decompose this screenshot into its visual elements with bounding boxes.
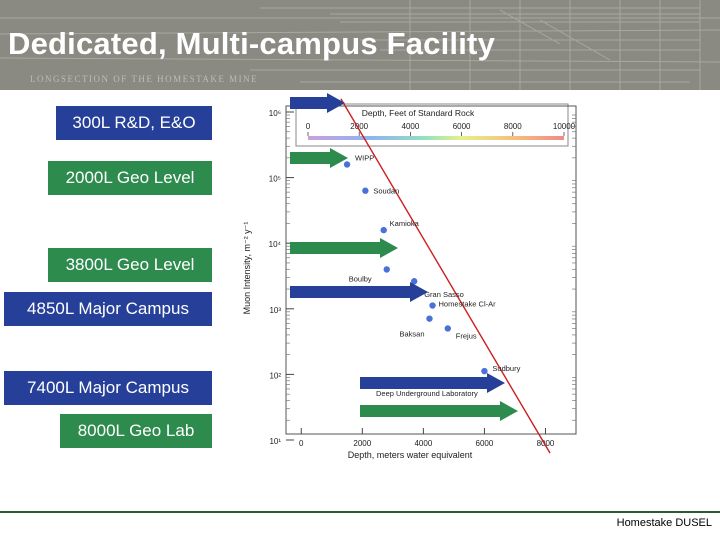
level-label-300l: 300L R&D, E&O [56,106,212,140]
x-axis-title: Depth, meters water equivalent [348,450,473,460]
page-title: Dedicated, Multi-campus Facility [8,26,496,61]
footer-text: Homestake DUSEL [616,517,712,529]
level-label-7400l: 7400L Major Campus [4,371,212,405]
top-axis-title: Depth, Feet of Standard Rock [362,108,475,118]
point-label: Sudbury [492,364,520,373]
y-tick-label: 10⁵ [269,175,281,184]
data-point [481,367,488,375]
plot-frame [285,105,577,435]
point-label: Homestake Cl-Ar [439,300,497,309]
y-tick-label: 10² [269,371,281,380]
y-tick-label: 10¹ [269,437,281,446]
x-tick-label: 4000 [414,439,432,448]
depth-feet-scale: Depth, Feet of Standard Rock 0 2000 4000 60… [295,103,576,147]
y-tick-label: 10⁶ [269,109,281,118]
annotation-label: Deep Underground Laboratory [376,389,478,398]
top-tick-label: 6000 [453,122,471,131]
intensity-curve [340,98,551,454]
point-label: Baksan [399,330,424,339]
top-tick-label: 8000 [504,122,522,131]
data-point [380,226,387,234]
y-axis-title: Muon Intensity, m⁻² y⁻¹ [242,222,252,315]
top-tick-label: 2000 [350,122,368,131]
level-label-3800l: 3800L Geo Level [48,248,212,282]
header-bar: LONGSECTION OF THE HOMESTAKE MINE Dedica… [0,0,720,90]
top-tick-label: 10000 [553,122,576,131]
depth-color-bar [308,136,564,140]
point-label: Boulby [349,274,372,283]
level-label-4850l: 4850L Major Campus [4,292,212,326]
y-tick-label: 10⁴ [269,240,282,249]
mine-caption: LONGSECTION OF THE HOMESTAKE MINE [30,74,258,84]
x-tick-label: 6000 [476,439,494,448]
level-label-2000l: 2000L Geo Level [48,161,212,195]
top-tick-label: 4000 [402,122,420,131]
data-point [411,278,418,285]
x-tick-label: 0 [299,439,304,448]
point-label: Kamioka [390,219,420,228]
data-point [426,315,433,322]
top-tick-label: 0 [306,122,311,131]
y-tick-label: 10³ [269,306,281,315]
point-label: WIPP [355,153,374,162]
muon-intensity-chart: Depth, Feet of Standard Rock 0 2000 4000 60… [240,96,585,464]
point-label: Soudan [373,187,399,196]
data-point [343,161,351,168]
point-label: Gran Sasso [424,290,464,299]
data-point [383,266,390,273]
mine-longsection-drawing: LONGSECTION OF THE HOMESTAKE MINE [0,0,720,90]
level-label-8000l: 8000L Geo Lab [60,414,212,448]
x-tick-label: 8000 [537,439,555,448]
data-point [444,325,451,332]
data-point [429,302,436,309]
data-point [362,187,369,194]
x-tick-label: 2000 [353,439,371,448]
footer-divider [0,511,720,513]
point-label: Frejus [456,331,477,340]
